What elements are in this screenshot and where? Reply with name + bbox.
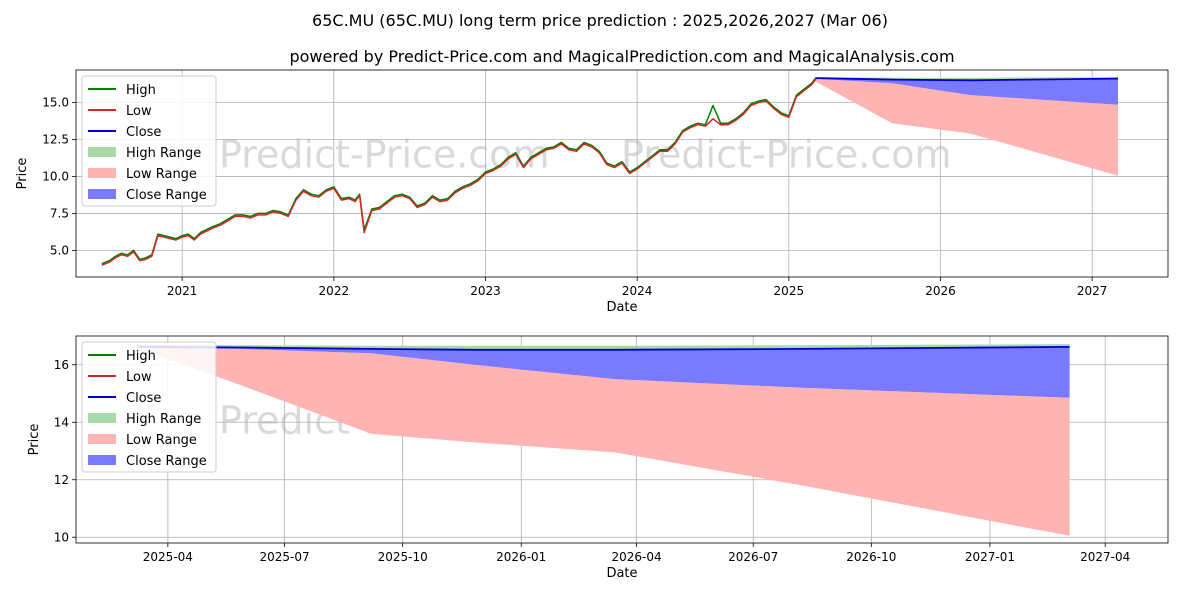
legend-swatch-low-range <box>88 168 116 178</box>
y-tick-label: 7.5 <box>50 206 69 220</box>
top-price-chart: Predict-Price.com Predict-Price.com 2021 20… <box>15 69 1169 315</box>
legend-label: Low Range <box>126 167 197 182</box>
chart-subtitle: powered by Predict-Price.com and Magical… <box>289 47 954 66</box>
legend-swatch-high-range <box>88 147 116 157</box>
low-range-band <box>136 347 1070 536</box>
legend-label: Low <box>126 104 152 119</box>
y-tick-label: 12 <box>54 473 69 487</box>
bottom-forecast-chart: Predict-Price.comPredict-Price.com2025-0… <box>27 335 1169 581</box>
legend-swatch-close-range <box>88 189 116 199</box>
legend-label: Close <box>126 391 161 406</box>
x-tick-label: 2025-07 <box>259 550 309 564</box>
x-axis-label: Date <box>606 566 637 581</box>
legend-label: Close Range <box>126 454 207 469</box>
plot-area <box>101 76 1119 266</box>
legend-label: Close <box>126 125 161 140</box>
y-tick-label: 14 <box>54 415 69 429</box>
x-tick-label: 2026-04 <box>611 550 661 564</box>
watermark-text: Predict-Price.com <box>621 132 952 176</box>
legend: High Low Close High Range Low Range Close Ran… <box>81 341 217 473</box>
x-tick-label: 2025 <box>774 284 805 298</box>
close-range-band <box>816 78 1118 105</box>
x-tick-label: 2027-01 <box>965 550 1015 564</box>
plot-frame <box>75 69 1169 278</box>
y-tick-label: 5.0 <box>50 243 69 257</box>
x-tick-label: 2026-07 <box>728 550 778 564</box>
legend-swatch-high-range <box>88 413 116 423</box>
x-tick-label: 2026 <box>925 284 956 298</box>
legend-label: Low Range <box>126 433 197 448</box>
x-tick-label: 2026-01 <box>496 550 546 564</box>
x-axis-label: Date <box>606 300 637 315</box>
chart-title: 65C.MU (65C.MU) long term price predicti… <box>312 11 888 30</box>
plot-frame <box>75 335 1169 544</box>
low-series-line <box>101 78 817 266</box>
legend-swatch-close-range <box>88 455 116 465</box>
watermark-text: Predict-Price.com <box>219 132 550 176</box>
legend-label: Low <box>126 370 152 385</box>
legend-label: Close Range <box>126 188 207 203</box>
close-range-band <box>136 346 1070 398</box>
legend-label: High Range <box>126 412 201 427</box>
high-series-line <box>101 76 817 265</box>
x-tick-label: 2024 <box>622 284 653 298</box>
y-axis-label: Price <box>27 424 42 456</box>
y-axis-label: Price <box>15 158 30 190</box>
low-range-band <box>816 78 1118 176</box>
x-tick-label: 2025-04 <box>143 550 193 564</box>
y-tick-label: 15.0 <box>42 96 69 110</box>
y-tick-label: 10.0 <box>42 169 69 183</box>
y-tick-label: 12.5 <box>42 132 69 146</box>
legend-label: High <box>126 349 156 364</box>
legend: High Low Close High Range Low Range Close Ran… <box>81 75 217 207</box>
legend-swatch-low-range <box>88 434 116 444</box>
x-tick-label: 2023 <box>470 284 501 298</box>
x-tick-label: 2026-10 <box>846 550 896 564</box>
x-tick-label: 2025-10 <box>378 550 428 564</box>
plot-area <box>136 344 1070 536</box>
x-tick-label: 2027 <box>1077 284 1108 298</box>
legend-label: High Range <box>126 146 201 161</box>
x-tick-label: 2022 <box>319 284 350 298</box>
x-tick-label: 2021 <box>167 284 198 298</box>
x-tick-label: 2027-04 <box>1080 550 1130 564</box>
legend-label: High <box>126 83 156 98</box>
close-series-line <box>136 345 1070 351</box>
y-tick-label: 16 <box>54 358 69 372</box>
y-tick-label: 10 <box>54 530 69 544</box>
close-series-line <box>816 77 1119 82</box>
